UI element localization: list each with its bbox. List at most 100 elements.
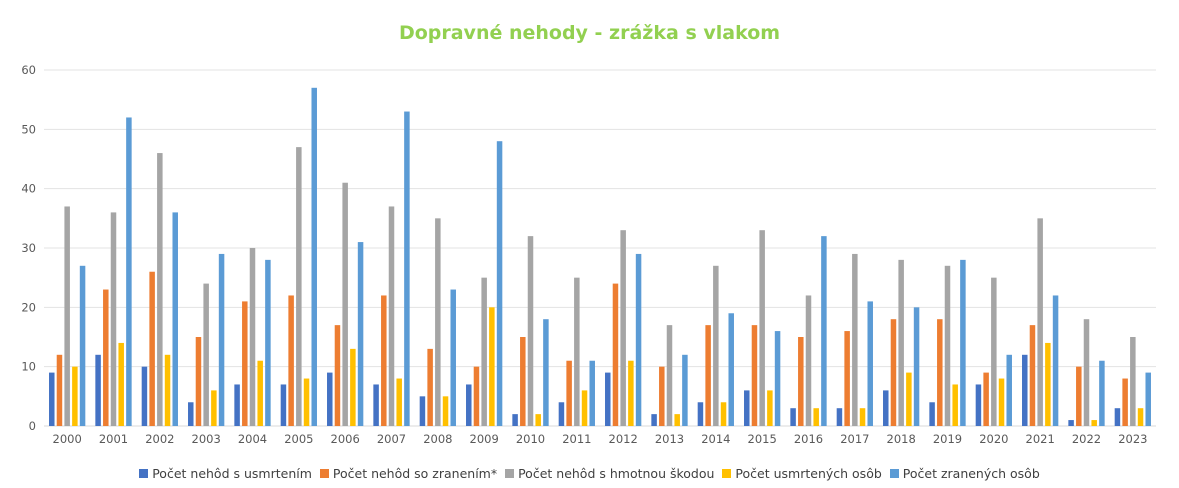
- bar: [1022, 354, 1028, 426]
- bar: [759, 230, 765, 426]
- legend-item: Počet nehôd s hmotnou škodou: [505, 466, 714, 481]
- y-tick-label: 30: [21, 241, 36, 255]
- bar: [350, 348, 356, 426]
- bar: [859, 408, 866, 426]
- x-tick-label: 2023: [1118, 432, 1147, 446]
- bar: [674, 414, 680, 426]
- bar: [427, 348, 433, 426]
- legend-item: Počet nehôd s usmrtením: [139, 466, 312, 481]
- bar: [450, 289, 456, 426]
- y-tick-label: 10: [21, 360, 36, 374]
- bar: [496, 141, 503, 426]
- bar: [1130, 337, 1136, 426]
- bar: [813, 408, 819, 426]
- bar: [257, 360, 263, 426]
- x-tick-label: 2014: [701, 432, 730, 446]
- legend-label: Počet nehôd so zranením*: [332, 466, 498, 481]
- bar: [682, 354, 688, 426]
- bar: [1029, 325, 1036, 426]
- bar: [481, 277, 487, 426]
- bar: [1006, 354, 1012, 426]
- bar: [466, 384, 472, 426]
- legend-swatch: [505, 469, 515, 478]
- bar: [821, 236, 827, 426]
- bar: [388, 206, 395, 426]
- bar: [728, 313, 734, 426]
- bar: [898, 259, 904, 426]
- bar: [998, 378, 1005, 426]
- bar: [442, 396, 449, 426]
- x-tick-label: 2006: [331, 432, 360, 446]
- bar: [929, 402, 935, 426]
- bar: [489, 307, 495, 426]
- bar: [628, 360, 634, 426]
- bar: [651, 414, 657, 426]
- bar: [890, 319, 897, 426]
- bar: [357, 242, 364, 426]
- bar: [1052, 295, 1059, 426]
- x-tick-label: 2001: [99, 432, 128, 446]
- y-tick-label: 50: [21, 122, 36, 136]
- bar: [520, 337, 526, 426]
- bar: [975, 384, 982, 426]
- bar: [527, 236, 534, 426]
- bar: [620, 230, 626, 426]
- x-tick-label: 2010: [516, 432, 545, 446]
- x-tick-label: 2002: [145, 432, 174, 446]
- x-tick-label: 2021: [1026, 432, 1055, 446]
- bar: [381, 295, 387, 426]
- bar: [1099, 360, 1105, 426]
- bar: [558, 402, 565, 426]
- x-tick-label: 2004: [238, 432, 267, 446]
- legend-label: Počet nehôd s hmotnou škodou: [518, 466, 715, 481]
- bar: [960, 259, 966, 426]
- bar: [103, 289, 109, 426]
- bar: [203, 283, 209, 426]
- bar: [659, 366, 665, 426]
- chart-legend: Počet nehôd s usmrtením Počet nehôd so zr…: [0, 466, 1179, 481]
- bar: [1145, 372, 1151, 426]
- bar: [303, 378, 310, 426]
- bar: [666, 325, 673, 426]
- chart-title: Dopravné nehody - zrážka s vlakom: [398, 22, 781, 44]
- bar: [566, 360, 572, 426]
- bar: [149, 271, 155, 426]
- bar: [396, 378, 402, 426]
- bar: [265, 259, 271, 426]
- bar: [249, 248, 256, 426]
- bar: [342, 182, 348, 426]
- bar: [913, 307, 920, 426]
- bar: [311, 87, 317, 427]
- bar: [705, 325, 711, 426]
- y-tick-label: 60: [21, 63, 36, 77]
- legend-label: Počet zranených osôb: [902, 466, 1040, 481]
- bar: [836, 408, 843, 426]
- bar: [1137, 408, 1144, 426]
- x-tick-label: 2003: [192, 432, 221, 446]
- bar: [64, 206, 70, 426]
- legend-item: Počet zranených osôb: [889, 466, 1040, 481]
- chart-plot: 0 10 20 30 40 50 60 2000 2001 2002 2003 2004 2005 200…: [21, 63, 1156, 446]
- bar: [1068, 420, 1074, 426]
- legend-swatch: [139, 469, 149, 478]
- bar: [751, 325, 758, 426]
- bar: [188, 402, 194, 426]
- bar: [720, 402, 727, 426]
- bar: [844, 331, 850, 426]
- x-tick-label: 2007: [377, 432, 406, 446]
- bar: [574, 277, 580, 426]
- x-tick-label: 2015: [748, 432, 777, 446]
- bar: [327, 372, 333, 426]
- x-tick-label: 2020: [979, 432, 1008, 446]
- bar: [172, 212, 178, 426]
- legend-item: Počet usmrtených osôb: [722, 466, 882, 481]
- y-tick-label: 20: [21, 300, 36, 314]
- bar: [1114, 408, 1121, 426]
- bar: [118, 342, 124, 426]
- bar: [419, 396, 426, 426]
- legend-item: Počet nehôd so zranením*: [319, 466, 498, 481]
- bar: [234, 384, 240, 426]
- bar: [790, 408, 796, 426]
- bar: [49, 372, 55, 426]
- bar: [126, 117, 132, 426]
